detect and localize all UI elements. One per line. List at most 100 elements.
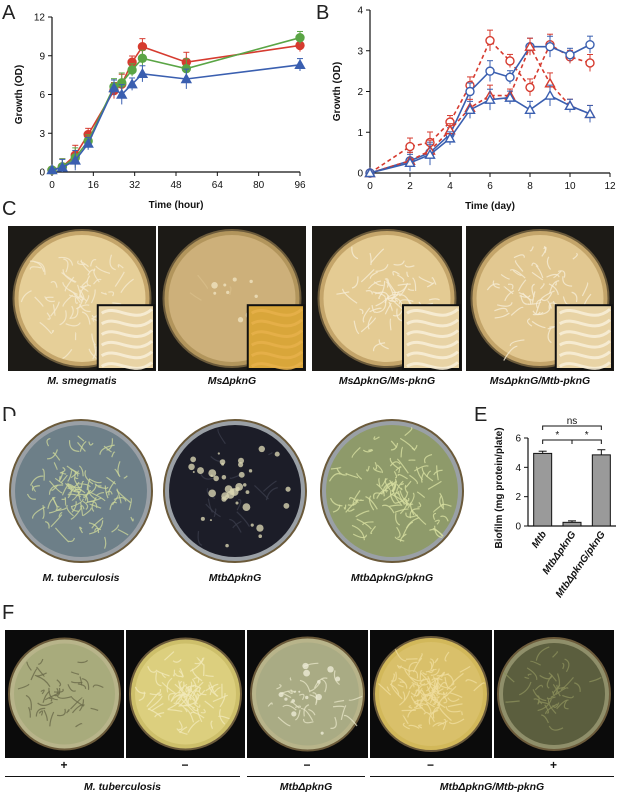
panel-c-plate <box>158 226 306 371</box>
texture-wrinkle <box>56 695 73 699</box>
x-tick-label: 32 <box>129 180 141 191</box>
panel-c-plate <box>466 226 614 371</box>
texture-wrinkle <box>527 673 532 677</box>
panel-f-plate <box>247 630 368 758</box>
texture-wrinkle <box>396 483 403 491</box>
texture-wrinkle <box>88 522 100 534</box>
texture-wrinkle <box>384 302 392 315</box>
texture-wrinkle <box>390 673 396 685</box>
bar <box>562 521 582 527</box>
texture-wrinkle <box>99 444 115 455</box>
texture-wrinkle <box>378 339 389 350</box>
group-underline <box>5 776 240 777</box>
texture-wrinkle <box>347 498 358 506</box>
texture-wrinkle <box>526 667 538 681</box>
texture-wrinkle <box>229 286 232 296</box>
panel-d-plate <box>6 416 156 566</box>
texture-wrinkle <box>373 281 384 287</box>
texture-wrinkle <box>440 515 449 522</box>
texture-wrinkle <box>104 485 109 499</box>
data-point <box>136 67 149 79</box>
colony-spot <box>317 679 321 684</box>
y-tick-label: 3 <box>357 46 363 57</box>
texture-wrinkle <box>546 273 560 278</box>
texture-wrinkle <box>441 503 452 507</box>
colony-spot <box>302 662 309 670</box>
texture-wrinkle <box>196 692 199 700</box>
data-point <box>505 56 515 66</box>
texture-wrinkle <box>503 671 515 683</box>
texture-wrinkle <box>389 493 406 505</box>
texture-wrinkle <box>406 271 409 278</box>
texture-wrinkle <box>166 677 173 693</box>
texture-wrinkle <box>32 506 46 519</box>
colony-spot <box>291 699 295 703</box>
texture-wrinkle <box>194 690 200 693</box>
colony-spot <box>221 475 227 480</box>
texture-wrinkle <box>81 678 90 690</box>
texture-wrinkle <box>351 447 361 458</box>
texture-wrinkle <box>191 707 199 712</box>
texture-wrinkle <box>187 719 200 733</box>
texture-wrinkle <box>413 699 423 704</box>
inset-wrinkle <box>100 318 153 328</box>
y-tick-label: 0 <box>39 168 45 179</box>
texture-wrinkle <box>541 292 553 302</box>
texture-wrinkle <box>371 304 377 313</box>
texture-wrinkle <box>446 683 454 691</box>
texture-wrinkle <box>65 322 81 327</box>
texture-wrinkle <box>380 480 397 495</box>
data-point <box>126 78 138 89</box>
data-point <box>525 82 535 93</box>
texture-wrinkle <box>35 707 46 717</box>
texture-wrinkle <box>277 716 291 727</box>
texture-wrinkle <box>185 681 193 693</box>
panel-c-caption: M. smegmatis <box>47 375 117 387</box>
texture-wrinkle <box>336 291 350 295</box>
texture-wrinkle <box>362 307 371 323</box>
texture-wrinkle <box>387 294 397 302</box>
texture-wrinkle <box>89 503 102 509</box>
texture-wrinkle <box>519 681 532 696</box>
texture-wrinkle <box>236 511 250 527</box>
texture-wrinkle <box>42 468 45 481</box>
texture-wrinkle <box>77 441 86 452</box>
texture-wrinkle <box>535 265 544 279</box>
texture-wrinkle <box>399 499 408 515</box>
texture-wrinkle <box>111 524 120 533</box>
texture-wrinkle <box>82 500 89 510</box>
texture-wrinkle <box>434 525 443 539</box>
texture-wrinkle <box>554 282 557 286</box>
inset-wrinkle <box>100 361 153 370</box>
inset-frame <box>246 304 306 370</box>
inset-frame <box>96 304 156 370</box>
significance-label: ns <box>567 416 578 427</box>
texture-wrinkle <box>90 707 99 712</box>
culture-plate-image <box>370 630 492 758</box>
texture-wrinkle <box>150 702 164 712</box>
colony-spot <box>256 524 264 532</box>
x-tick-label: 0 <box>367 181 373 192</box>
texture-wrinkle <box>333 670 340 686</box>
texture-wrinkle <box>112 302 122 305</box>
colony-spot <box>190 456 197 463</box>
texture-wrinkle <box>205 674 214 677</box>
texture-wrinkle <box>54 527 70 543</box>
texture-wrinkle <box>412 277 417 291</box>
data-point <box>524 103 536 115</box>
texture-wrinkle <box>411 681 421 687</box>
texture-wrinkle <box>420 672 431 684</box>
texture-wrinkle <box>351 276 359 289</box>
texture-wrinkle <box>123 475 128 479</box>
texture-wrinkle <box>390 442 399 451</box>
texture-wrinkle <box>403 497 410 502</box>
texture-wrinkle <box>26 493 36 500</box>
texture-wrinkle <box>196 657 205 666</box>
panel-f-group-label: MtbΔpknG/Mtb-pknG <box>439 781 545 793</box>
texture-wrinkle <box>572 252 578 260</box>
texture-wrinkle <box>512 269 522 277</box>
texture-wrinkle <box>66 483 80 495</box>
data-point <box>294 58 306 69</box>
texture-wrinkle <box>539 674 553 680</box>
